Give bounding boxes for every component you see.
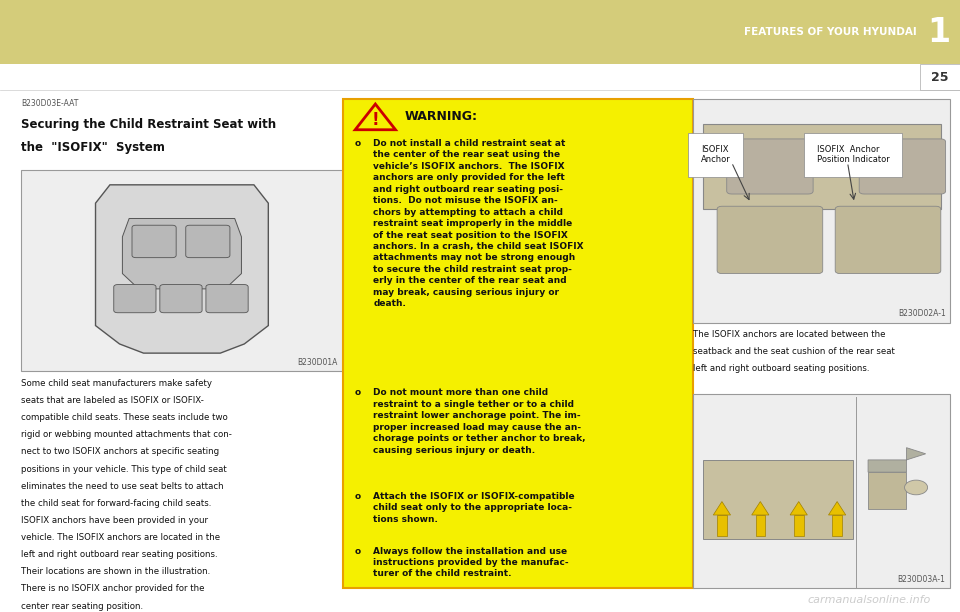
Text: B230D03E-AAT: B230D03E-AAT [21, 99, 79, 108]
Polygon shape [717, 515, 727, 536]
Text: 1: 1 [927, 16, 950, 48]
Text: positions in your vehicle. This type of child seat: positions in your vehicle. This type of … [21, 465, 227, 474]
Polygon shape [703, 460, 852, 540]
Text: left and right outboard seating positions.: left and right outboard seating position… [693, 364, 870, 373]
Text: the  "ISOFIX"  System: the "ISOFIX" System [21, 141, 165, 154]
Text: o: o [354, 547, 360, 556]
Text: !: ! [372, 111, 379, 129]
FancyBboxPatch shape [21, 170, 343, 371]
Text: Do not install a child restraint seat at
the center of the rear seat using the
v: Do not install a child restraint seat at… [373, 139, 584, 308]
Polygon shape [713, 502, 731, 515]
Text: left and right outboard rear seating positions.: left and right outboard rear seating pos… [21, 550, 218, 559]
Text: carmanualsonline.info: carmanualsonline.info [808, 595, 931, 605]
Text: ISOFIX
Anchor: ISOFIX Anchor [701, 145, 731, 165]
FancyBboxPatch shape [0, 0, 960, 64]
Text: ISOFIX  Anchor
Position Indicator: ISOFIX Anchor Position Indicator [817, 145, 889, 165]
Text: seatback and the seat cushion of the rear seat: seatback and the seat cushion of the rea… [693, 347, 895, 356]
Text: center rear seating position.: center rear seating position. [21, 602, 143, 611]
FancyBboxPatch shape [835, 206, 941, 274]
Polygon shape [828, 502, 846, 515]
Text: nect to two ISOFIX anchors at specific seating: nect to two ISOFIX anchors at specific s… [21, 447, 219, 457]
FancyBboxPatch shape [132, 225, 177, 258]
FancyBboxPatch shape [859, 139, 946, 194]
Polygon shape [96, 185, 268, 353]
Text: The ISOFIX anchors are located between the: The ISOFIX anchors are located between t… [693, 330, 886, 339]
Text: vehicle. The ISOFIX anchors are located in the: vehicle. The ISOFIX anchors are located … [21, 533, 220, 542]
Text: B230D03A-1: B230D03A-1 [898, 575, 946, 584]
Text: compatible child seats. These seats include two: compatible child seats. These seats incl… [21, 413, 228, 422]
FancyBboxPatch shape [727, 139, 813, 194]
Text: eliminates the need to use seat belts to attach: eliminates the need to use seat belts to… [21, 482, 224, 491]
FancyBboxPatch shape [185, 225, 230, 258]
Polygon shape [123, 218, 242, 289]
FancyBboxPatch shape [693, 99, 950, 323]
Text: Some child seat manufacturers make safety: Some child seat manufacturers make safet… [21, 379, 212, 388]
Polygon shape [752, 502, 769, 515]
Text: Their locations are shown in the illustration.: Their locations are shown in the illustr… [21, 567, 210, 577]
Text: 25: 25 [931, 70, 948, 84]
Polygon shape [355, 104, 396, 130]
Polygon shape [756, 515, 765, 536]
Text: rigid or webbing mounted attachments that con-: rigid or webbing mounted attachments tha… [21, 430, 232, 439]
FancyBboxPatch shape [920, 64, 960, 90]
Polygon shape [790, 502, 807, 515]
Text: o: o [354, 139, 360, 148]
FancyBboxPatch shape [114, 285, 156, 313]
Text: o: o [354, 492, 360, 501]
Text: FEATURES OF YOUR HYUNDAI: FEATURES OF YOUR HYUNDAI [744, 27, 917, 37]
Text: Do not mount more than one child
restraint to a single tether or to a child
rest: Do not mount more than one child restrai… [373, 389, 586, 455]
Text: WARNING:: WARNING: [405, 110, 478, 124]
Text: ISOFIX anchors have been provided in your: ISOFIX anchors have been provided in you… [21, 516, 208, 525]
Text: There is no ISOFIX anchor provided for the: There is no ISOFIX anchor provided for t… [21, 584, 204, 594]
FancyBboxPatch shape [159, 285, 203, 313]
Polygon shape [703, 124, 941, 209]
Text: B230D01A: B230D01A [298, 357, 338, 367]
Text: Always follow the installation and use
instructions provided by the manufac-
tur: Always follow the installation and use i… [373, 547, 569, 578]
Circle shape [904, 480, 927, 494]
Text: Attach the ISOFIX or ISOFIX-compatible
child seat only to the appropriate loca-
: Attach the ISOFIX or ISOFIX-compatible c… [373, 492, 575, 524]
Polygon shape [794, 515, 804, 536]
FancyBboxPatch shape [693, 394, 950, 588]
Text: Securing the Child Restraint Seat with: Securing the Child Restraint Seat with [21, 118, 276, 130]
FancyBboxPatch shape [717, 206, 823, 274]
Text: o: o [354, 389, 360, 397]
Polygon shape [868, 448, 925, 472]
Text: the child seat for forward-facing child seats.: the child seat for forward-facing child … [21, 499, 211, 508]
Polygon shape [868, 472, 906, 509]
FancyBboxPatch shape [343, 99, 693, 588]
Text: seats that are labeled as ISOFIX or ISOFIX-: seats that are labeled as ISOFIX or ISOF… [21, 396, 204, 405]
FancyBboxPatch shape [205, 285, 248, 313]
Polygon shape [832, 515, 842, 536]
Text: B230D02A-1: B230D02A-1 [898, 308, 946, 318]
